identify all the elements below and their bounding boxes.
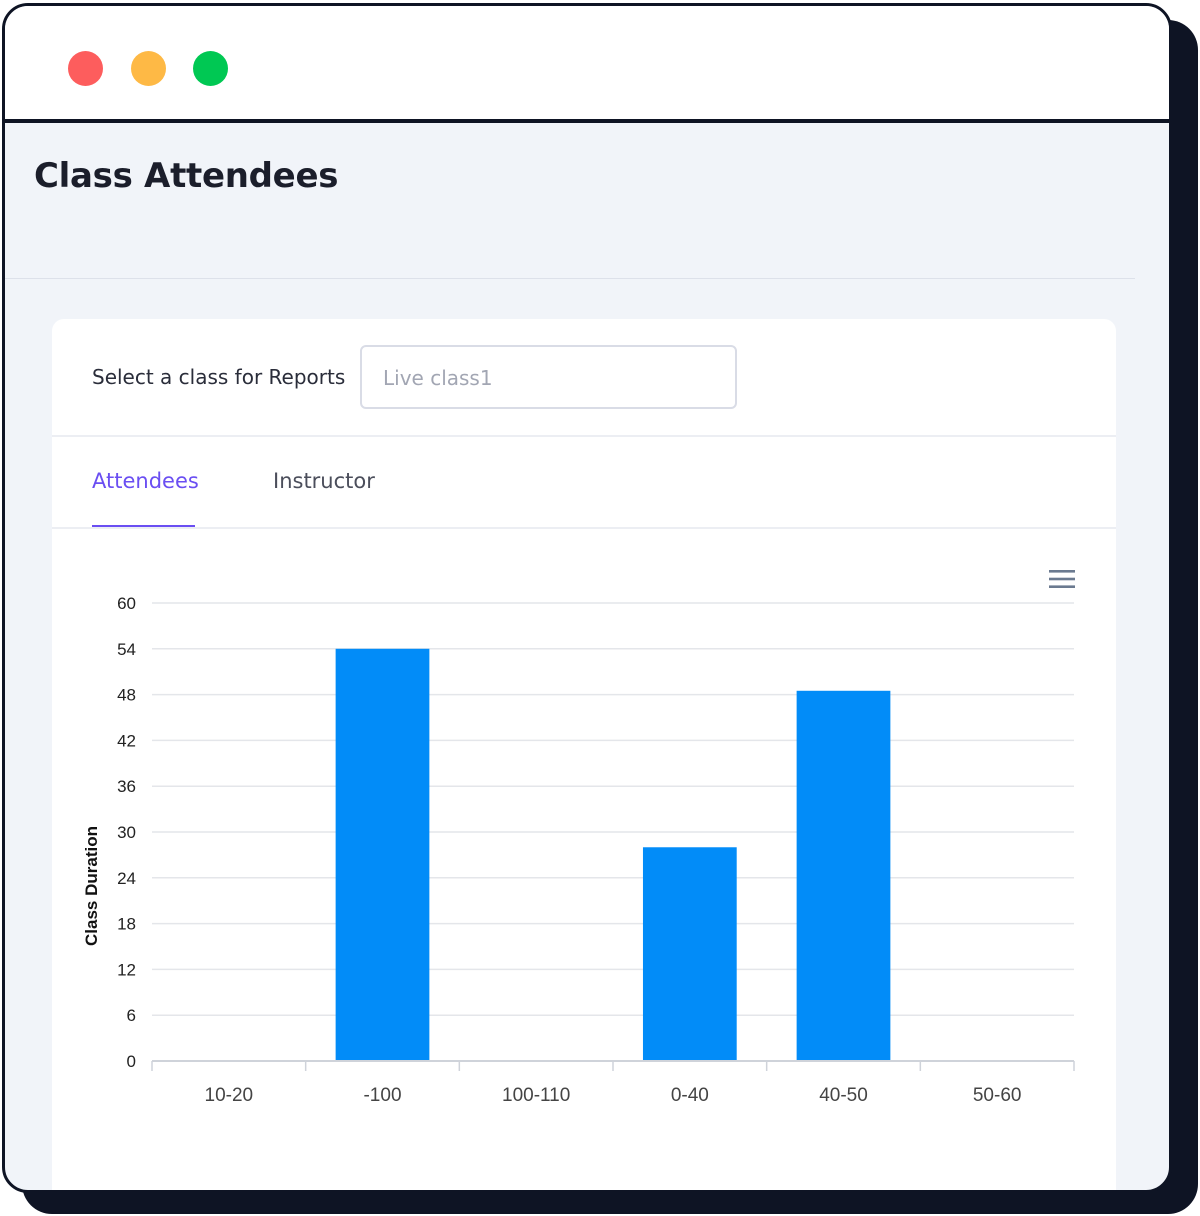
header-divider: [5, 278, 1135, 279]
y-tick-label: 36: [117, 777, 136, 796]
y-tick-label: 12: [117, 960, 136, 979]
y-tick-label: 30: [117, 823, 136, 842]
chart-bars: [335, 648, 891, 1061]
x-axis: [151, 1060, 1075, 1071]
class-select[interactable]: Live class1: [360, 345, 737, 409]
class-select-value: Live class1: [383, 366, 493, 390]
attendees-bar-chart: 0 6 12 18 24 30 36 42 48 54 60 10-20 -100 100-110 0-4…: [82, 594, 1075, 1106]
y-tick-label: 48: [117, 686, 136, 705]
hamburger-menu-icon[interactable]: [1049, 569, 1077, 589]
y-tick-label: 18: [117, 915, 136, 934]
x-tick-label: 10-20: [205, 1085, 254, 1106]
bar-40-50: [796, 690, 891, 1061]
active-tab-indicator: [92, 525, 195, 528]
bar-0-40: [642, 847, 737, 1061]
report-card: Select a class for Reports Live class1 A…: [52, 319, 1116, 1190]
y-tick-label: 54: [117, 640, 136, 659]
card-divider: [52, 435, 1116, 437]
y-tick-label: 60: [117, 594, 136, 613]
tabs-divider: [52, 527, 1116, 529]
x-tick-label: 0-40: [671, 1085, 709, 1106]
x-tick-label: 40-50: [819, 1085, 868, 1106]
x-tick-label: 50-60: [973, 1085, 1022, 1106]
x-tick-label: 100-110: [502, 1085, 570, 1106]
y-tick-label: 6: [127, 1006, 136, 1025]
maximize-window-button[interactable]: [193, 51, 228, 86]
window-titlebar: [5, 6, 1169, 123]
tab-attendees[interactable]: Attendees: [92, 469, 199, 493]
page-title: Class Attendees: [34, 156, 339, 196]
close-window-button[interactable]: [68, 51, 103, 86]
y-tick-label: 0: [127, 1052, 136, 1071]
x-tick-label: -100: [363, 1085, 401, 1106]
y-tick-label: 24: [117, 869, 136, 888]
class-select-label: Select a class for Reports: [92, 365, 346, 389]
y-tick-label: 42: [117, 731, 136, 750]
y-axis-title: Class Duration: [82, 826, 101, 946]
bar--100: [335, 648, 430, 1061]
x-axis-ticks: 10-20 -100 100-110 0-40 40-50 50-60: [205, 1085, 1022, 1106]
minimize-window-button[interactable]: [131, 51, 166, 86]
tab-instructor[interactable]: Instructor: [273, 469, 375, 493]
y-axis-ticks: 0 6 12 18 24 30 36 42 48 54 60: [117, 594, 136, 1071]
app-window: Class Attendees Select a class for Repor…: [2, 3, 1172, 1193]
chart-gridlines: [152, 602, 1074, 1062]
